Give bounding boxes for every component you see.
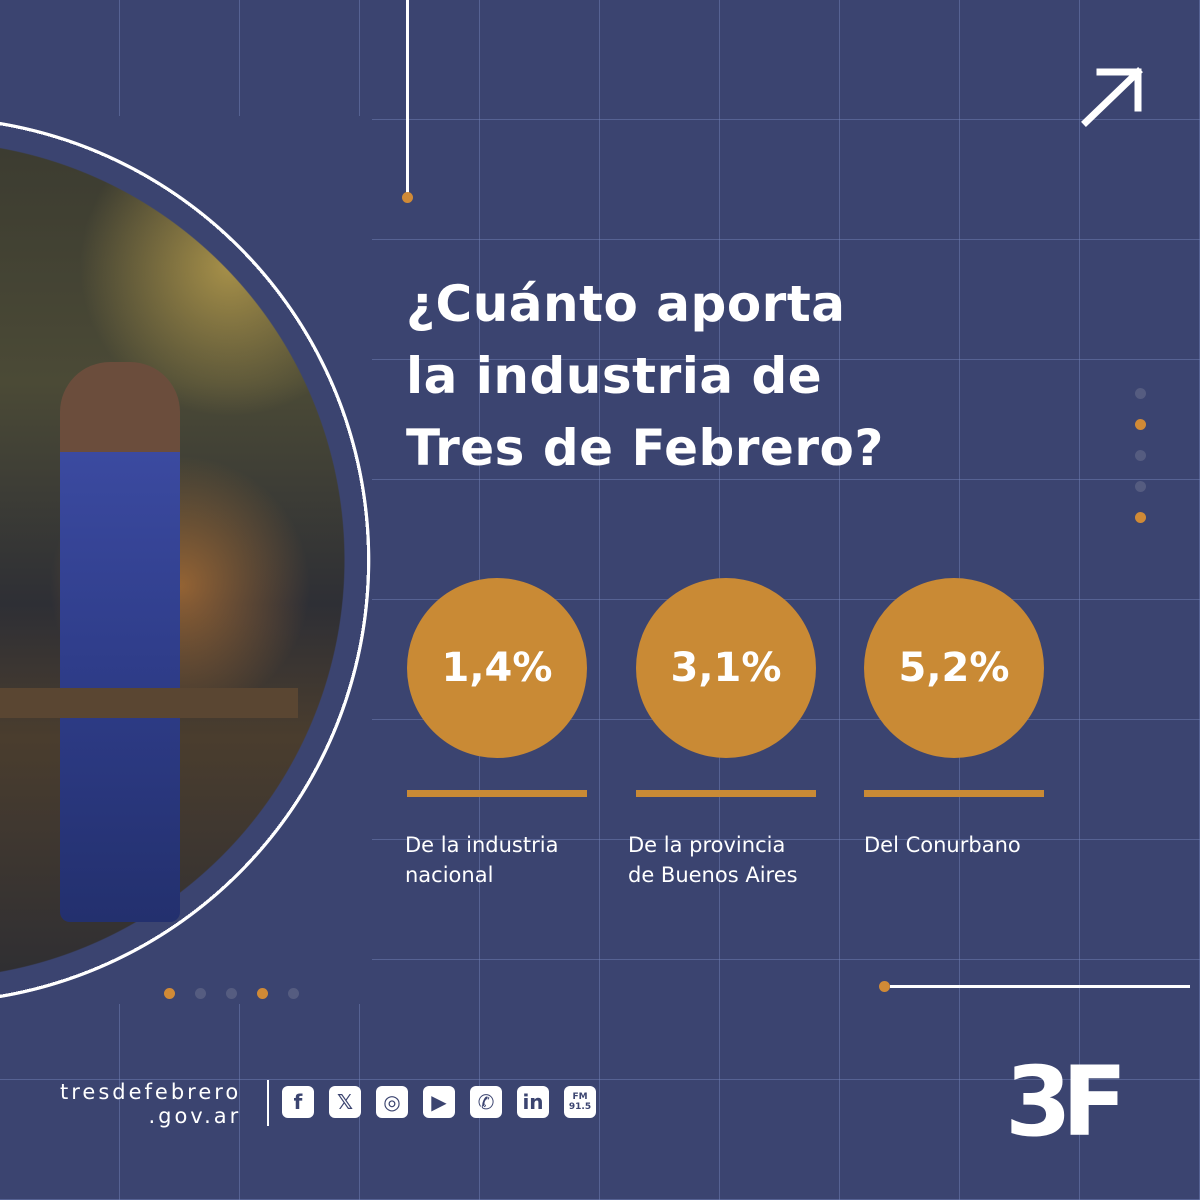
social-icons: f 𝕏 ◎ ▶ ✆ in FM 91.5 <box>282 1086 596 1118</box>
page-title: ¿Cuánto aporta la industria de Tres de F… <box>406 275 884 477</box>
stat-value: 1,4% <box>407 578 587 758</box>
fm-radio-icon[interactable]: FM 91.5 <box>564 1086 596 1118</box>
decorative-dots-vertical <box>1135 388 1146 523</box>
decorative-vertical-line <box>406 0 409 196</box>
x-icon[interactable]: 𝕏 <box>329 1086 361 1118</box>
website-link[interactable]: tresdefebrero .gov.ar <box>60 1080 242 1128</box>
stat-label: Del Conurbano <box>864 833 1021 857</box>
footer-separator <box>267 1080 269 1126</box>
3f-logo: 3F <box>1005 1046 1127 1158</box>
photo-ring <box>0 116 372 1004</box>
stat-province: 3,1% De la provincia de Buenos Aires <box>628 578 816 890</box>
instagram-icon[interactable]: ◎ <box>376 1086 408 1118</box>
youtube-icon[interactable]: ▶ <box>423 1086 455 1118</box>
stat-divider <box>407 790 587 797</box>
stat-value: 3,1% <box>636 578 816 758</box>
stat-label: De la industria nacional <box>405 833 559 887</box>
facebook-icon[interactable]: f <box>282 1086 314 1118</box>
decorative-horizontal-line <box>890 985 1190 988</box>
decorative-dot <box>402 192 413 203</box>
stat-divider <box>864 790 1044 797</box>
stat-value: 5,2% <box>864 578 1044 758</box>
whatsapp-icon[interactable]: ✆ <box>470 1086 502 1118</box>
stat-label: De la provincia de Buenos Aires <box>628 833 798 887</box>
decorative-dot <box>879 981 890 992</box>
linkedin-icon[interactable]: in <box>517 1086 549 1118</box>
stat-divider <box>636 790 816 797</box>
decorative-dots-horizontal <box>164 988 299 999</box>
arrow-up-right-icon <box>1081 67 1143 127</box>
stat-national: 1,4% De la industria nacional <box>405 578 587 890</box>
stat-conurbano: 5,2% Del Conurbano <box>864 578 1044 860</box>
